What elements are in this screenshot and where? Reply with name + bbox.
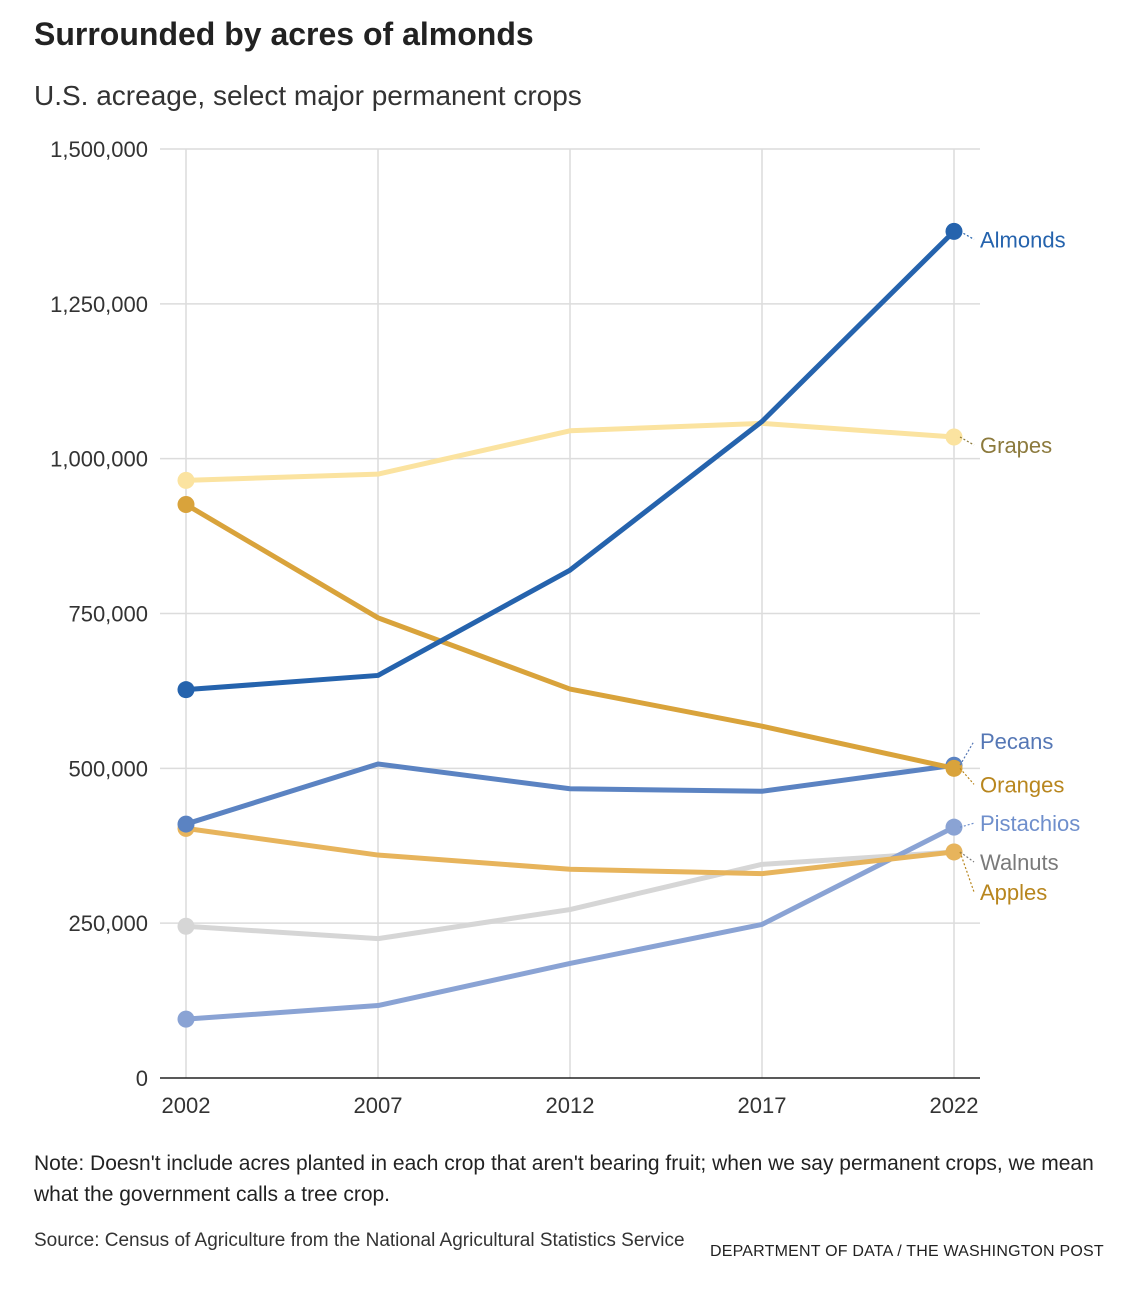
source-text: Source: Census of Agriculture from the N… <box>34 1230 685 1251</box>
y-tick-label: 1,000,000 <box>50 447 148 472</box>
line-chart: 0 250,000 500,000 750,000 1,000,000 1,250,000… <box>50 137 1080 1118</box>
leader-line-pecans <box>959 740 975 766</box>
series-line-grapes <box>183 420 957 483</box>
axes: 0 250,000 500,000 750,000 1,000,000 1,250,000… <box>50 137 980 1118</box>
x-tick-label: 2007 <box>354 1093 403 1118</box>
series-label-pistachios: Pistachios <box>980 811 1080 836</box>
y-tick-label: 1,500,000 <box>50 137 148 162</box>
start-point-oranges <box>177 495 195 513</box>
start-point-almonds <box>177 681 195 699</box>
x-tick-label: 2012 <box>546 1093 595 1118</box>
y-tick-label: 250,000 <box>68 911 148 936</box>
leader-line-apples <box>959 851 975 893</box>
leader-line-walnuts <box>959 851 975 863</box>
end-point-oranges <box>945 759 963 777</box>
series-lines <box>177 222 963 1028</box>
y-tick-label: 750,000 <box>68 602 148 627</box>
start-point-pistachios <box>177 1010 195 1028</box>
series-label-oranges: Oranges <box>980 772 1064 797</box>
x-tick-label: 2017 <box>738 1093 787 1118</box>
start-point-pecans <box>177 815 195 833</box>
series-label-almonds: Almonds <box>980 227 1066 252</box>
series-label-pecans: Pecans <box>980 729 1053 754</box>
chart-subtitle: U.S. acreage, select major permanent cro… <box>34 80 582 111</box>
series-label-grapes: Grapes <box>980 433 1052 458</box>
y-tick-label: 1,250,000 <box>50 292 148 317</box>
x-tick-label: 2002 <box>162 1093 211 1118</box>
series-line-almonds <box>183 228 957 693</box>
leader-line-grapes <box>959 436 975 446</box>
end-point-apples <box>945 843 963 861</box>
leader-line-almonds <box>959 230 975 240</box>
series-line-oranges <box>183 501 957 771</box>
series-label-apples: Apples <box>980 880 1047 905</box>
chart-title: Surrounded by acres of almonds <box>34 16 534 52</box>
series-line-walnuts <box>183 849 957 942</box>
credit-text: DEPARTMENT OF DATA / THE WASHINGTON POST <box>710 1243 1104 1260</box>
series-line-pecans <box>183 761 957 827</box>
start-point-grapes <box>177 471 195 489</box>
x-tick-label: 2022 <box>930 1093 979 1118</box>
y-tick-label: 0 <box>136 1066 148 1091</box>
start-point-walnuts <box>177 917 195 935</box>
series-label-walnuts: Walnuts <box>980 850 1059 875</box>
y-tick-label: 500,000 <box>68 756 148 781</box>
end-point-grapes <box>945 428 963 446</box>
series-labels: Walnuts Pistachios Apples Pecans Oranges Grap… <box>959 227 1080 905</box>
end-point-pistachios <box>945 818 963 836</box>
leader-line-pistachios <box>959 822 975 828</box>
series-line-apples <box>183 825 957 877</box>
leader-line-oranges <box>959 767 975 785</box>
gridlines <box>160 148 980 1078</box>
footnote: Note: Doesn't include acres planted in e… <box>34 1152 1094 1206</box>
end-point-almonds <box>945 222 963 240</box>
series-line-pistachios <box>183 824 957 1022</box>
